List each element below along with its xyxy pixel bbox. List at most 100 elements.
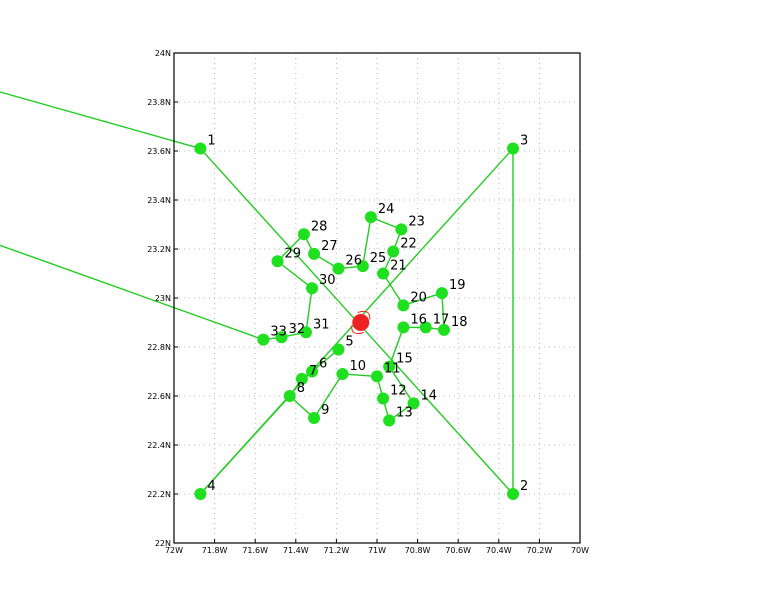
waypoint-marker xyxy=(308,247,321,260)
x-tick-label: 70.2W xyxy=(527,546,553,555)
waypoint-label: 27 xyxy=(321,239,338,254)
track-segment xyxy=(362,217,372,267)
waypoint-marker xyxy=(435,287,448,300)
waypoint-marker xyxy=(257,333,270,346)
waypoint-marker xyxy=(306,282,319,295)
waypoint-marker xyxy=(275,331,288,344)
waypoint-label: 13 xyxy=(396,406,413,421)
y-tick-label: 23N xyxy=(155,294,171,303)
center-marker xyxy=(351,310,371,335)
track-segment xyxy=(313,373,344,419)
x-tick-label: 71.4W xyxy=(283,546,309,555)
waypoint-label: 14 xyxy=(421,388,438,403)
waypoint-label: 5 xyxy=(345,334,353,349)
y-axis-ticks: 22N 22.2N 22.4N 22.6N 22.8N 23N 23.2N 23.4N 23.6… xyxy=(147,49,178,548)
x-tick-label: 71.2W xyxy=(324,546,350,555)
track-line-offplot xyxy=(0,244,264,341)
waypoint-marker xyxy=(507,142,520,155)
waypoint-marker xyxy=(387,245,400,258)
waypoint-marker xyxy=(194,142,207,155)
waypoint-marker xyxy=(383,414,396,427)
center-dot xyxy=(352,314,370,331)
waypoint-label: 20 xyxy=(410,290,427,305)
track-segment xyxy=(382,273,404,306)
waypoint-label: 10 xyxy=(349,359,366,374)
track-lines xyxy=(0,91,514,495)
waypoint-label: 23 xyxy=(408,214,425,229)
waypoint-marker xyxy=(283,390,296,402)
waypoint-marker xyxy=(306,365,319,378)
waypoint-marker xyxy=(383,360,396,373)
x-tick-label: 70.4W xyxy=(486,546,512,555)
x-tick-label: 71.8W xyxy=(202,546,228,555)
waypoints xyxy=(194,142,520,500)
y-tick-label: 23.4N xyxy=(147,196,171,205)
waypoint-label: 26 xyxy=(345,254,362,269)
waypoint-label: 1 xyxy=(207,134,215,149)
waypoint-marker xyxy=(271,255,284,268)
track-segment xyxy=(277,233,305,262)
waypoint-label: 11 xyxy=(384,361,401,376)
waypoint-label: 29 xyxy=(285,246,302,261)
waypoint-marker xyxy=(507,488,520,500)
waypoint-marker xyxy=(364,211,377,224)
waypoint-label: 24 xyxy=(378,202,395,217)
waypoint-label: 32 xyxy=(289,322,306,337)
waypoint-marker xyxy=(395,223,408,236)
waypoint-label: 6 xyxy=(319,357,327,372)
y-tick-label: 24N xyxy=(155,49,171,58)
x-tick-label: 72W xyxy=(165,546,183,555)
waypoint-label: 15 xyxy=(396,352,413,367)
waypoint-marker xyxy=(356,260,369,273)
waypoint-label: 2 xyxy=(520,479,528,494)
y-tick-label: 22.8N xyxy=(147,343,171,352)
waypoint-marker xyxy=(332,343,345,356)
waypoint-label: 18 xyxy=(451,315,468,330)
y-tick-label: 23.2N xyxy=(147,245,171,254)
waypoint-marker xyxy=(437,323,450,336)
x-axis-ticks: 72W 71.8W 71.6W 71.4W 71.2W 71W 70.8W 70.6W 70.4… xyxy=(165,539,589,555)
waypoint-label: 22 xyxy=(400,236,417,251)
track-line-offplot xyxy=(0,91,201,150)
x-tick-label: 70W xyxy=(571,546,589,555)
waypoint-marker xyxy=(397,299,410,312)
center-arc xyxy=(351,325,364,335)
waypoint-label: 31 xyxy=(313,317,330,332)
track-segment xyxy=(277,260,313,289)
y-tick-label: 22N xyxy=(155,539,171,548)
y-tick-label: 23.8N xyxy=(147,98,171,107)
track-segment xyxy=(441,293,445,330)
waypoint-marker xyxy=(308,412,321,425)
waypoint-label: 4 xyxy=(207,479,215,494)
x-tick-label: 70.6W xyxy=(445,546,471,555)
waypoint-label: 30 xyxy=(319,273,336,288)
waypoint-marker xyxy=(295,372,308,385)
waypoint-marker xyxy=(332,262,345,275)
waypoint-label: 3 xyxy=(520,134,528,149)
waypoint-marker xyxy=(377,267,390,280)
waypoint-label: 8 xyxy=(297,381,305,396)
waypoint-label: 19 xyxy=(449,278,466,293)
waypoint-marker xyxy=(297,228,310,241)
waypoint-label: 21 xyxy=(390,259,407,274)
waypoint-marker xyxy=(299,326,312,339)
y-tick-label: 22.2N xyxy=(147,490,171,499)
waypoint-marker xyxy=(336,367,349,380)
waypoint-marker xyxy=(419,321,432,334)
waypoint-label: 16 xyxy=(410,312,427,327)
y-tick-label: 22.4N xyxy=(147,441,171,450)
track-segment xyxy=(388,327,405,367)
waypoint-marker xyxy=(377,392,390,405)
waypoint-label: 7 xyxy=(309,364,317,379)
waypoint-label: 9 xyxy=(321,403,329,418)
waypoint-marker xyxy=(407,397,420,410)
waypoint-marker xyxy=(194,488,207,500)
center-arc xyxy=(357,310,371,320)
track-segment xyxy=(388,366,415,404)
waypoint-label: 17 xyxy=(433,312,450,327)
waypoint-label: 33 xyxy=(270,325,287,340)
track-segment xyxy=(199,395,291,495)
x-tick-label: 70.8W xyxy=(405,546,431,555)
